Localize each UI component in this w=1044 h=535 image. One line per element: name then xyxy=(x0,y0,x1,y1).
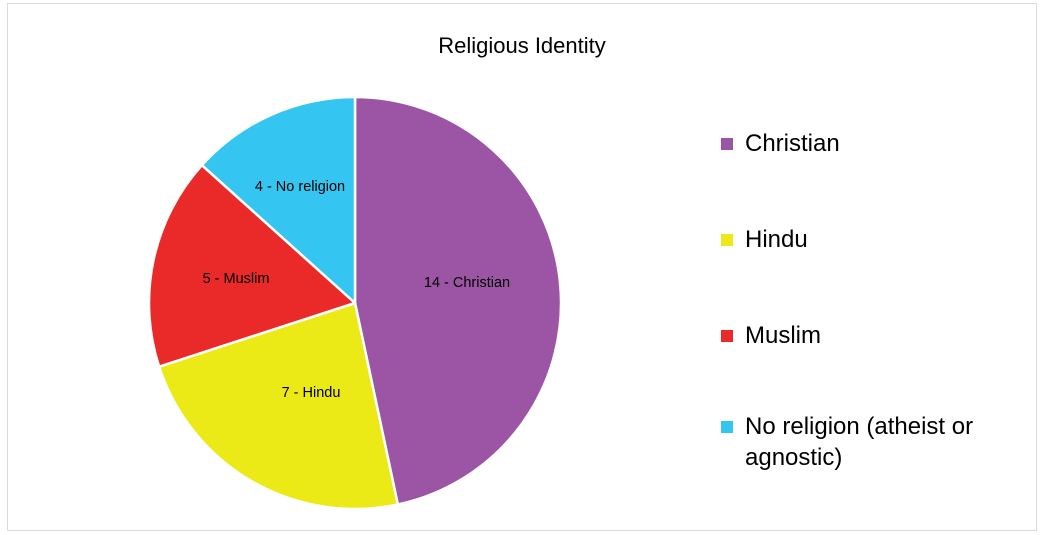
legend-swatch-christian xyxy=(721,138,733,150)
legend-label-christian: Christian xyxy=(745,130,840,157)
pie-slices xyxy=(147,95,563,511)
legend-item-hindu: Hindu xyxy=(721,224,1021,255)
pie-slice-no-religion-atheist-or-agnostic xyxy=(200,95,357,305)
pie-slice-hindu xyxy=(157,301,400,511)
pie-slice-muslim xyxy=(147,163,357,368)
legend-item-christian: Christian xyxy=(721,128,1021,159)
legend-label-muslim: Muslim xyxy=(745,322,821,349)
pie-slice-christian xyxy=(353,95,563,506)
legend-swatch-no-religion xyxy=(721,421,733,433)
data-label-christian: 14 - Christian xyxy=(424,275,510,291)
legend-swatch-hindu xyxy=(721,234,733,246)
legend-item-no-religion: No religion (atheist or agnostic) xyxy=(721,411,1021,473)
legend-item-muslim: Muslim xyxy=(721,320,1021,351)
slice-labels: 14 - Christian 7 - Hindu 5 - Muslim 4 - No … xyxy=(203,179,511,401)
data-label-muslim: 5 - Muslim xyxy=(203,271,270,287)
legend-label-no-religion: No religion (atheist or agnostic) xyxy=(745,413,974,471)
legend-swatch-muslim xyxy=(721,330,733,342)
data-label-no-religion-atheist-or-agnostic: 4 - No religion xyxy=(255,179,345,195)
legend-label-hindu: Hindu xyxy=(745,226,808,253)
data-label-hindu: 7 - Hindu xyxy=(282,385,341,401)
chart-title: Religious Identity xyxy=(438,33,606,58)
